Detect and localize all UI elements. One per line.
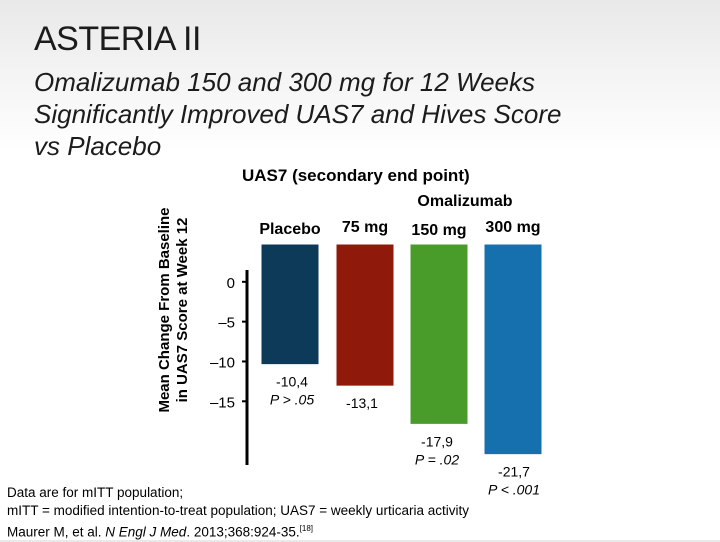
category-label: 150 mg: [411, 222, 466, 239]
value-label: -13,1: [346, 395, 378, 411]
slide-title: ASTERIA II: [34, 20, 201, 58]
bar-placebo: [260, 243, 320, 366]
subtitle-line-3: vs Placebo: [34, 131, 162, 161]
footer-line-1: Data are for mITT population;: [7, 485, 184, 500]
citation-ref: [18]: [299, 524, 314, 533]
p-value-label: P > .05: [270, 392, 314, 408]
chart-title: UAS7 (secondary end point): [242, 166, 470, 185]
omalizumab-group-label: Omalizumab: [417, 193, 512, 210]
footer-line-2: mITT = modified intention-to-treat popul…: [7, 503, 469, 518]
subtitle-line-2: Significantly Improved UAS7 and Hives Sc…: [34, 99, 562, 129]
footer-citation: Maurer M, et al. N Engl J Med. 2013;368:…: [7, 520, 469, 542]
value-label: -17,9: [421, 433, 453, 449]
y-tick-label: 0: [227, 275, 235, 292]
p-value-label: P = .02: [415, 451, 459, 467]
value-label: -10,4: [276, 374, 308, 390]
p-value-label: P < .001: [488, 482, 540, 498]
category-label: 300 mg: [485, 219, 540, 236]
category-label: Placebo: [259, 221, 321, 238]
citation-authors: Maurer M, et al.: [7, 524, 106, 540]
bar-75-mg: [335, 243, 395, 387]
bar-300-mg: [483, 243, 543, 456]
y-tick-label: –15: [210, 394, 235, 411]
citation-journal: N Engl J Med: [105, 524, 187, 540]
slide-subtitle: Omalizumab 150 and 300 mg for 12 Weeks S…: [34, 66, 674, 162]
category-label: 75 mg: [342, 219, 388, 236]
citation-details: . 2013;368:924-35.: [186, 524, 300, 540]
y-tick-label: –10: [210, 354, 235, 371]
value-label: -21,7: [498, 464, 530, 480]
bar-150-mg: [409, 243, 469, 425]
footer-notes: Data are for mITT population; mITT = mod…: [7, 484, 469, 542]
y-tick-label: –5: [218, 315, 235, 332]
subtitle-line-1: Omalizumab 150 and 300 mg for 12 Weeks: [34, 67, 536, 97]
